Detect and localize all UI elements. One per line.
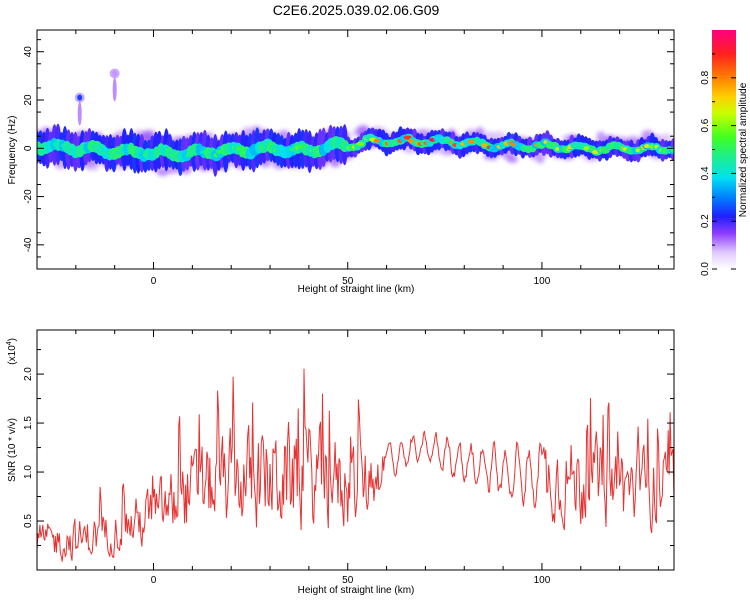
- snr-x-tick-label: 50: [342, 575, 354, 586]
- colorbar-tick-label: 0.4: [700, 166, 711, 180]
- spectrogram-core-ridge: [37, 133, 674, 163]
- colorbar-tick-label: 0.6: [700, 118, 711, 132]
- snr-y-tick-label: 1.0: [23, 465, 34, 479]
- spectrogram-heatmap: [37, 68, 674, 177]
- spectrogram-x-tick-label: 0: [151, 276, 157, 287]
- colorbar: 0.0 0.2 0.4 0.6 0.8 Normalized spectral ampl…: [700, 30, 749, 276]
- colorbar-tick-label: 0.8: [700, 70, 711, 84]
- snr-y-tick-label: 0.5: [23, 514, 34, 528]
- spectrogram-x-tick-label: 50: [342, 276, 354, 287]
- colorbar-gradient: [712, 30, 736, 269]
- colorbar-ticks: 0.0 0.2 0.4 0.6 0.8: [700, 53, 736, 276]
- spectrogram-frame: [36, 29, 675, 270]
- snr-ticks: 0 50 100 0.5 1.0 1.5 2.0: [23, 330, 674, 586]
- spectrogram-y-tick-label: 20: [23, 94, 34, 106]
- spectrogram-ticks: 0 50 100 -40 -20 0 20 40: [23, 30, 674, 287]
- spectrogram-side-feature: [109, 68, 120, 102]
- colorbar-label: Normalized spectral amplitude: [738, 82, 749, 217]
- colorbar-tick-label: 0.0: [700, 262, 711, 276]
- snr-y-tick-label: 1.5: [23, 416, 34, 430]
- spectrogram-y-tick-label: -40: [23, 237, 34, 252]
- snr-multiplier-base: (x10: [7, 345, 18, 365]
- spectrogram-x-tick-label: 100: [534, 276, 551, 287]
- svg-text:(x104): (x104): [6, 338, 18, 365]
- figure-title: C2E6.2025.039.02.06.G09: [273, 2, 440, 18]
- snr-series-line: [37, 368, 674, 562]
- spectrogram-y-tick-label: 0: [23, 145, 34, 151]
- spectrogram-y-tick-label: -20: [23, 189, 34, 204]
- spectrogram-x-axis-label: Height of straight line (km): [298, 284, 415, 295]
- snr-multiplier: (x104): [6, 338, 18, 365]
- snr-x-axis-label: Height of straight line (km): [298, 585, 415, 596]
- snr-multiplier-close: ): [7, 338, 18, 341]
- spectrogram-y-axis-label: Frequency (Hz): [7, 116, 18, 185]
- spectrogram-y-tick-label: 40: [23, 46, 34, 58]
- snr-panel: 0 50 100 0.5 1.0 1.5 2.0 Height of straight li…: [6, 329, 675, 596]
- colorbar-tick-label: 0.2: [700, 214, 711, 228]
- spectrogram-side-feature: [74, 92, 85, 126]
- snr-y-axis-label: SNR (10 * v/v): [7, 418, 18, 482]
- snr-x-tick-label: 100: [534, 575, 551, 586]
- snr-y-tick-label: 2.0: [23, 367, 34, 381]
- snr-x-tick-label: 0: [151, 575, 157, 586]
- spectrogram-panel: 0 50 100 -40 -20 0 20 40 Height of straight lin…: [7, 29, 675, 295]
- snr-multiplier-exponent: 4: [6, 341, 13, 345]
- snr-frame: [36, 329, 675, 571]
